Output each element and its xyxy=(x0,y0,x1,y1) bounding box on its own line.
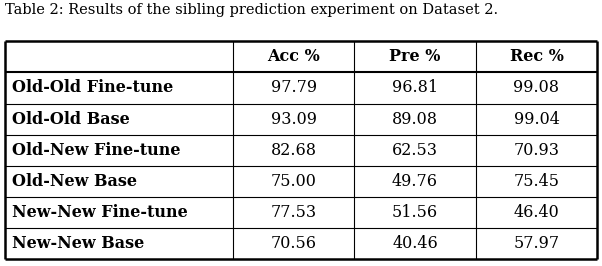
Text: 51.56: 51.56 xyxy=(392,204,438,221)
Text: Old-New Base: Old-New Base xyxy=(12,173,137,190)
Text: 82.68: 82.68 xyxy=(270,142,317,159)
Text: Table 2: Results of the sibling prediction experiment on Dataset 2.: Table 2: Results of the sibling predicti… xyxy=(5,3,498,17)
Text: Acc %: Acc % xyxy=(267,48,320,65)
Text: Pre %: Pre % xyxy=(389,48,441,65)
Text: 75.45: 75.45 xyxy=(514,173,559,190)
Text: Rec %: Rec % xyxy=(509,48,563,65)
Text: 99.08: 99.08 xyxy=(514,80,559,97)
Text: 70.56: 70.56 xyxy=(270,235,317,252)
Text: 40.46: 40.46 xyxy=(392,235,438,252)
Text: 99.04: 99.04 xyxy=(514,111,559,128)
Text: 49.76: 49.76 xyxy=(392,173,438,190)
Text: 77.53: 77.53 xyxy=(270,204,317,221)
Text: 62.53: 62.53 xyxy=(392,142,438,159)
Text: Old-New Fine-tune: Old-New Fine-tune xyxy=(12,142,181,159)
Text: 46.40: 46.40 xyxy=(514,204,559,221)
Text: 93.09: 93.09 xyxy=(270,111,317,128)
Text: 97.79: 97.79 xyxy=(270,80,317,97)
Text: Old-Old Base: Old-Old Base xyxy=(12,111,129,128)
Text: New-New Fine-tune: New-New Fine-tune xyxy=(12,204,188,221)
Text: 96.81: 96.81 xyxy=(392,80,438,97)
Text: 57.97: 57.97 xyxy=(514,235,559,252)
Text: New-New Base: New-New Base xyxy=(12,235,144,252)
Text: 75.00: 75.00 xyxy=(271,173,317,190)
Text: 70.93: 70.93 xyxy=(514,142,559,159)
Text: Old-Old Fine-tune: Old-Old Fine-tune xyxy=(12,80,173,97)
Text: 89.08: 89.08 xyxy=(392,111,438,128)
